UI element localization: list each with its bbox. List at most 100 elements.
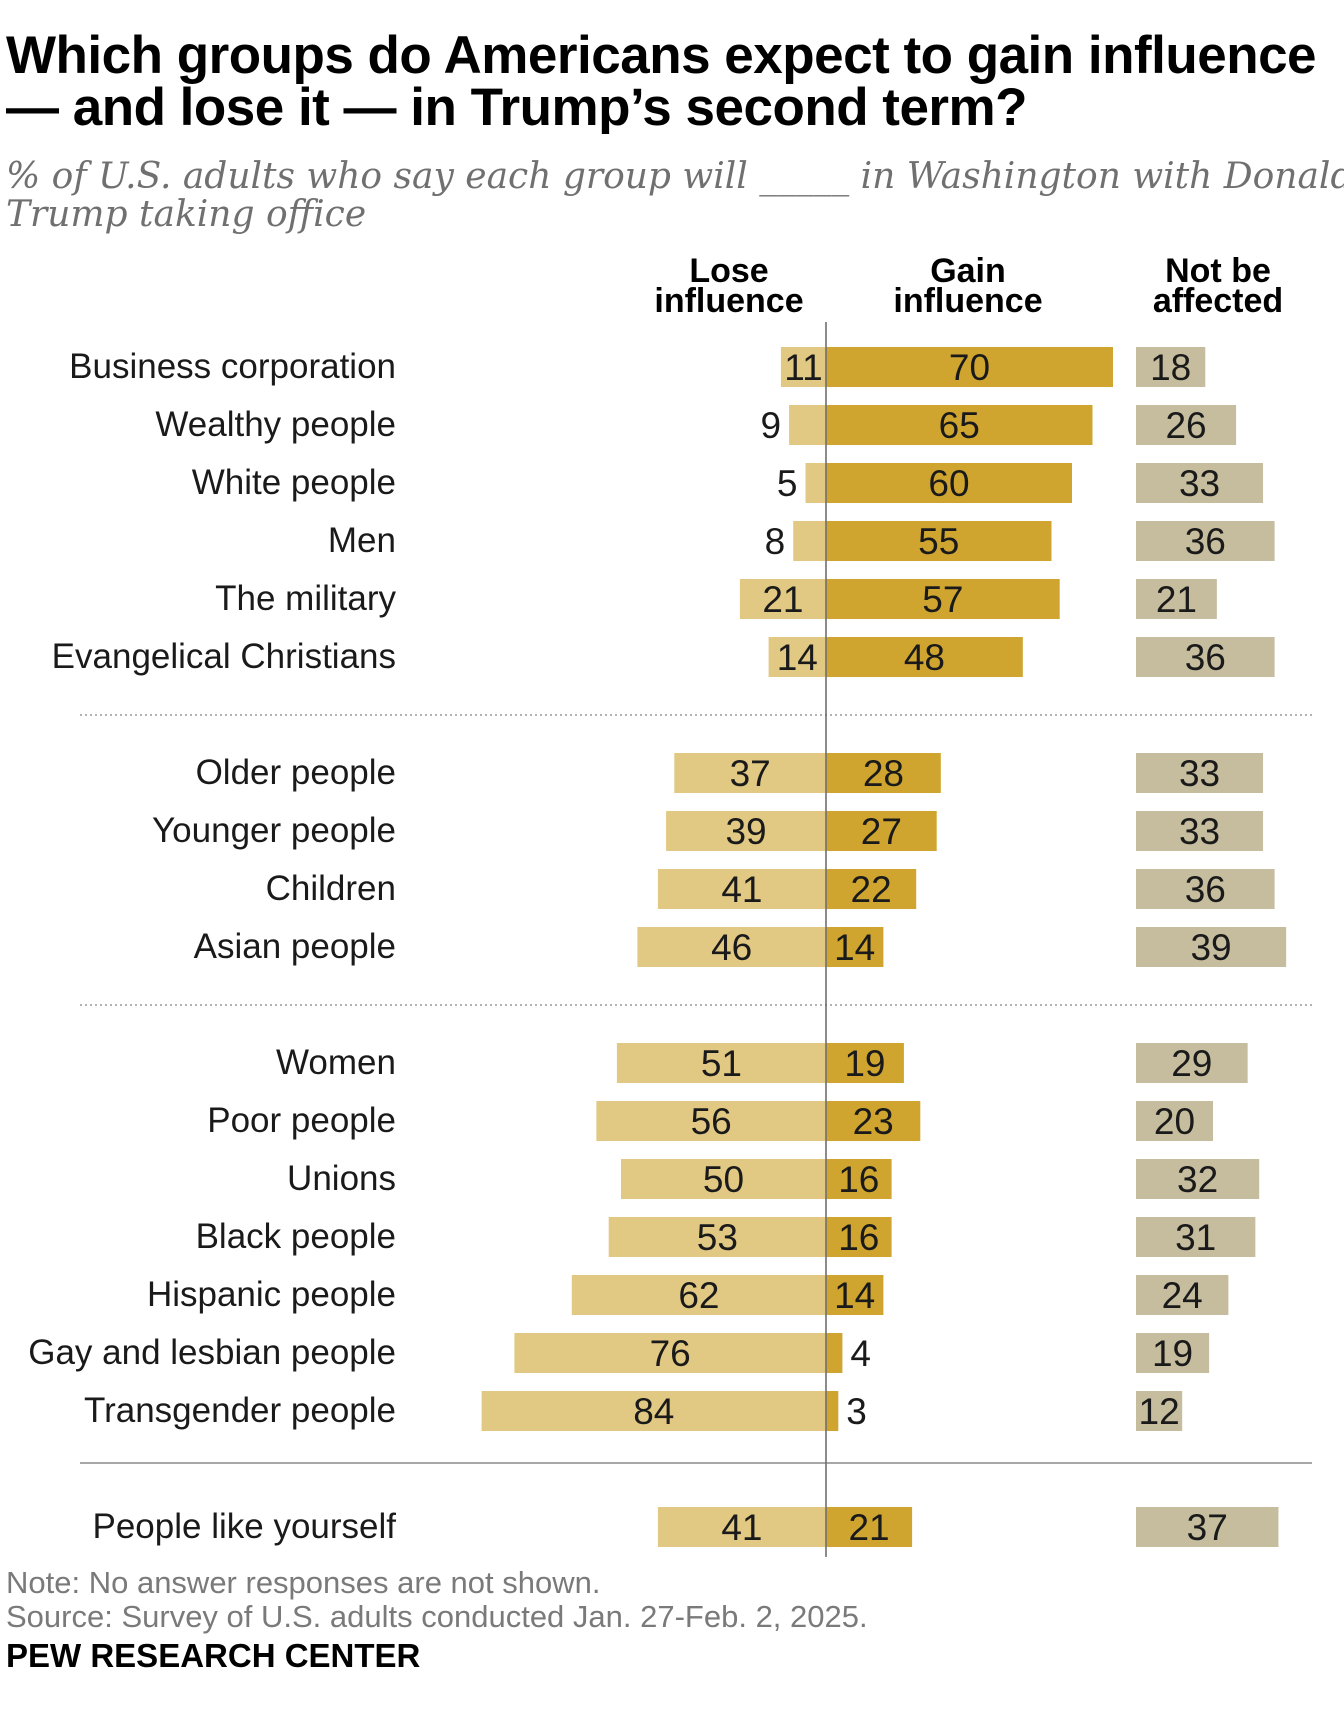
value-lose-business-corporation: 11 bbox=[784, 347, 822, 388]
bar-lose-people-like-yourself bbox=[657, 1507, 826, 1547]
bar-lose-white-people bbox=[805, 463, 826, 503]
value-gain-black-people: 16 bbox=[838, 1217, 879, 1258]
bar-gain-men bbox=[826, 521, 1052, 561]
value-gain-men: 55 bbox=[918, 521, 959, 562]
value-not-affected-older-people: 33 bbox=[1179, 753, 1220, 794]
value-lose-older-people: 37 bbox=[730, 753, 771, 794]
bar-gain-black-people bbox=[826, 1217, 892, 1257]
bar-lose-business-corporation bbox=[780, 347, 826, 387]
row-label-white-people: White people bbox=[192, 463, 396, 502]
value-not-affected-poor-people: 20 bbox=[1154, 1101, 1195, 1142]
note-text: Note: No answer responses are not shown. bbox=[6, 1565, 601, 1600]
bar-lose-men bbox=[793, 521, 826, 561]
row-label-gay-and-lesbian-people: Gay and lesbian people bbox=[28, 1333, 396, 1372]
value-gain-younger-people: 27 bbox=[861, 811, 902, 852]
value-not-affected-men: 36 bbox=[1185, 521, 1226, 562]
value-not-affected-the-military: 21 bbox=[1156, 579, 1197, 620]
bar-not-affected-black-people bbox=[1136, 1217, 1256, 1257]
bar-gain-gay-and-lesbian-people bbox=[826, 1333, 843, 1373]
bar-not-affected-younger-people bbox=[1136, 811, 1264, 851]
row-label-older-people: Older people bbox=[196, 753, 396, 792]
bar-lose-unions bbox=[621, 1159, 826, 1199]
bar-not-affected-men bbox=[1136, 521, 1275, 561]
bar-gain-the-military bbox=[826, 579, 1060, 619]
subtitle-line-2: Trump taking office bbox=[6, 194, 367, 234]
value-gain-the-military: 57 bbox=[922, 579, 963, 620]
column-header-lose-line-2: influence bbox=[654, 282, 803, 320]
bar-not-affected-unions bbox=[1136, 1159, 1260, 1199]
value-gain-people-like-yourself: 21 bbox=[848, 1507, 889, 1548]
value-gain-business-corporation: 70 bbox=[949, 347, 990, 388]
value-not-affected-unions: 32 bbox=[1177, 1159, 1218, 1200]
title-line-1: Which groups do Americans expect to gain… bbox=[6, 30, 1317, 85]
value-lose-evangelical-christians: 14 bbox=[777, 637, 818, 678]
value-not-affected-people-like-yourself: 37 bbox=[1187, 1507, 1228, 1548]
value-lose-transgender-people: 84 bbox=[633, 1391, 674, 1432]
value-lose-people-like-yourself: 41 bbox=[721, 1507, 762, 1548]
bar-gain-people-like-yourself bbox=[826, 1507, 913, 1547]
value-not-affected-younger-people: 33 bbox=[1179, 811, 1220, 852]
row-label-wealthy-people: Wealthy people bbox=[155, 405, 396, 444]
row-label-black-people: Black people bbox=[196, 1217, 396, 1256]
bar-gain-older-people bbox=[826, 753, 941, 793]
bar-not-affected-older-people bbox=[1136, 753, 1264, 793]
bar-not-affected-evangelical-christians bbox=[1136, 637, 1275, 677]
value-gain-asian-people: 14 bbox=[834, 927, 875, 968]
bar-lose-transgender-people bbox=[481, 1391, 826, 1431]
bar-gain-poor-people bbox=[826, 1101, 921, 1141]
column-header-gain-line-1: Gain bbox=[930, 252, 1006, 290]
value-lose-hispanic-people: 62 bbox=[678, 1275, 719, 1316]
value-gain-white-people: 60 bbox=[928, 463, 969, 504]
value-not-affected-asian-people: 39 bbox=[1190, 927, 1231, 968]
brand-logo-text: PEW RESEARCH CENTER bbox=[6, 1637, 421, 1674]
value-not-affected-transgender-people: 12 bbox=[1139, 1391, 1180, 1432]
bar-not-affected-transgender-people bbox=[1136, 1391, 1183, 1431]
value-lose-children: 41 bbox=[721, 869, 762, 910]
bar-gain-white-people bbox=[826, 463, 1072, 503]
row-label-transgender-people: Transgender people bbox=[84, 1391, 396, 1430]
row-label-women: Women bbox=[276, 1043, 396, 1082]
bar-gain-women bbox=[826, 1043, 904, 1083]
value-gain-children: 22 bbox=[851, 869, 892, 910]
value-gain-hispanic-people: 14 bbox=[834, 1275, 875, 1316]
value-not-affected-children: 36 bbox=[1185, 869, 1226, 910]
chart-subtitle: % of U.S. adults who say each group will… bbox=[6, 158, 1344, 234]
value-lose-the-military: 21 bbox=[762, 579, 803, 620]
value-gain-evangelical-christians: 48 bbox=[904, 637, 945, 678]
source-text: Source: Survey of U.S. adults conducted … bbox=[6, 1599, 868, 1634]
row-label-business-corporation: Business corporation bbox=[69, 347, 396, 386]
value-gain-wealthy-people: 65 bbox=[939, 405, 980, 446]
value-gain-transgender-people: 3 bbox=[846, 1391, 867, 1432]
bar-lose-hispanic-people bbox=[571, 1275, 826, 1315]
value-not-affected-hispanic-people: 24 bbox=[1162, 1275, 1203, 1316]
bar-not-affected-business-corporation bbox=[1136, 347, 1206, 387]
value-lose-younger-people: 39 bbox=[725, 811, 766, 852]
value-lose-gay-and-lesbian-people: 76 bbox=[650, 1333, 691, 1374]
value-not-affected-gay-and-lesbian-people: 19 bbox=[1152, 1333, 1193, 1374]
bar-gain-wealthy-people bbox=[826, 405, 1093, 445]
row-label-hispanic-people: Hispanic people bbox=[147, 1275, 396, 1314]
bar-lose-the-military bbox=[739, 579, 826, 619]
bar-lose-women bbox=[616, 1043, 826, 1083]
row-label-men: Men bbox=[328, 521, 396, 560]
bar-lose-gay-and-lesbian-people bbox=[514, 1333, 826, 1373]
value-gain-poor-people: 23 bbox=[853, 1101, 894, 1142]
bar-gain-asian-people bbox=[826, 927, 884, 967]
column-header-gain-line-2: influence bbox=[893, 282, 1042, 320]
bar-lose-evangelical-christians bbox=[768, 637, 826, 677]
value-lose-asian-people: 46 bbox=[711, 927, 752, 968]
value-gain-gay-and-lesbian-people: 4 bbox=[850, 1333, 871, 1374]
bar-lose-older-people bbox=[674, 753, 826, 793]
value-gain-women: 19 bbox=[844, 1043, 885, 1084]
value-lose-black-people: 53 bbox=[697, 1217, 738, 1258]
value-lose-white-people: 5 bbox=[777, 463, 798, 504]
bar-lose-poor-people bbox=[596, 1101, 826, 1141]
value-lose-women: 51 bbox=[701, 1043, 742, 1084]
bar-not-affected-women bbox=[1136, 1043, 1248, 1083]
value-gain-unions: 16 bbox=[838, 1159, 879, 1200]
bar-not-affected-white-people bbox=[1136, 463, 1264, 503]
column-header-not-affected-line-1: Not be bbox=[1165, 252, 1271, 290]
value-not-affected-evangelical-christians: 36 bbox=[1185, 637, 1226, 678]
value-not-affected-wealthy-people: 26 bbox=[1165, 405, 1206, 446]
value-lose-men: 8 bbox=[765, 521, 786, 562]
